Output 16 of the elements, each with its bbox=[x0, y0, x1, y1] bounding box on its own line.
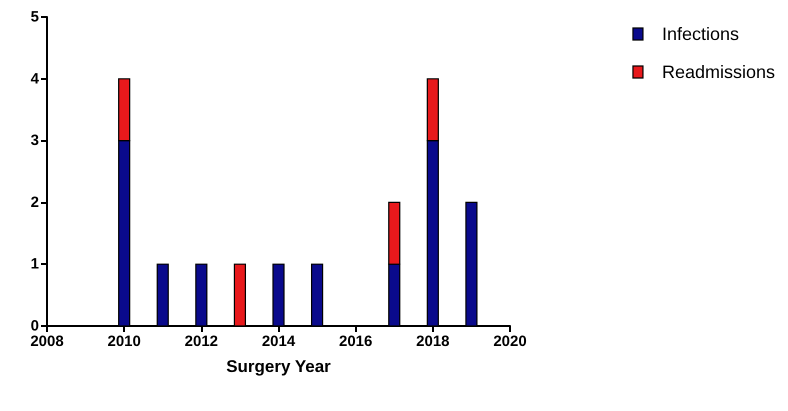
y-tick-label: 4 bbox=[30, 70, 40, 88]
legend-label: Readmissions bbox=[662, 62, 775, 82]
x-tick-label: 2020 bbox=[493, 333, 527, 350]
x-tick-label: 2012 bbox=[184, 333, 218, 350]
x-tick-label: 2008 bbox=[30, 333, 64, 350]
y-tick-label: 3 bbox=[30, 132, 39, 150]
x-tick-label: 2018 bbox=[416, 333, 450, 350]
x-axis-title: Surgery Year bbox=[226, 357, 332, 376]
y-tick-label: 2 bbox=[30, 194, 39, 211]
y-tick-label: 0 bbox=[30, 318, 39, 334]
x-tick-label: 2014 bbox=[262, 333, 296, 350]
y-tick-label: 5 bbox=[30, 8, 39, 26]
y-tick-label: 1 bbox=[30, 256, 39, 273]
x-tick-label: 2010 bbox=[107, 333, 141, 350]
legend-label: Infections bbox=[662, 24, 739, 44]
x-tick-label: 2016 bbox=[338, 333, 372, 350]
